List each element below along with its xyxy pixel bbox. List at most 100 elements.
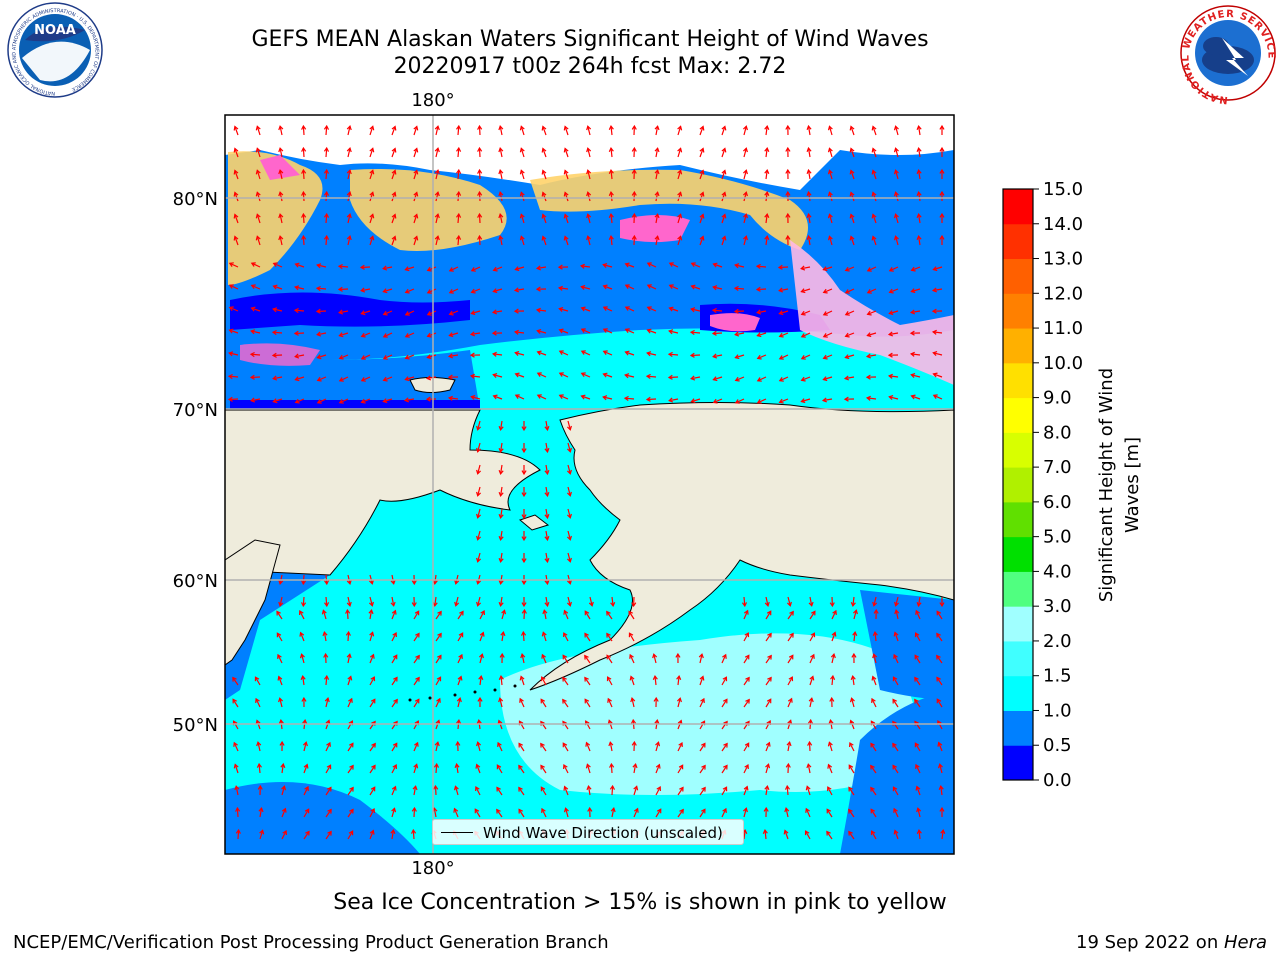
wind-wave-arrow [936, 633, 943, 642]
wind-wave-arrowhead [679, 808, 684, 814]
wind-wave-arrow [405, 288, 415, 293]
wind-wave-arrowhead [304, 808, 310, 814]
wind-wave-arrowhead [888, 310, 894, 316]
wind-wave-arrow [237, 829, 240, 840]
wind-wave-arrowhead [631, 146, 637, 152]
wind-wave-arrow [743, 170, 747, 180]
wind-wave-arrow [807, 236, 811, 246]
wind-wave-arrow [405, 354, 415, 359]
wind-wave-arrow [765, 126, 768, 136]
wind-wave-arrow [405, 310, 415, 316]
wind-wave-arrowhead [654, 718, 660, 725]
colorbar-segment [1003, 328, 1033, 364]
wind-wave-arrowhead [411, 580, 417, 586]
wind-wave-arrowhead [391, 807, 397, 813]
wind-wave-arrow [911, 353, 921, 356]
wind-wave-arrow [347, 765, 354, 774]
wind-wave-arrowhead [299, 631, 305, 637]
wind-wave-arrowhead [584, 654, 589, 660]
wind-wave-arrowhead [235, 828, 241, 834]
wind-wave-arrowhead [519, 169, 525, 175]
wind-wave-arrow [457, 235, 460, 246]
wind-wave-arrow [828, 148, 833, 158]
wind-wave-arrow [889, 310, 899, 315]
wind-wave-arrowhead [712, 353, 718, 359]
wind-wave-arrow [427, 376, 437, 379]
wind-wave-arrowhead [892, 676, 898, 682]
wind-wave-arrow [453, 808, 459, 818]
wind-wave-arrow [540, 743, 547, 752]
wind-wave-arrowhead [496, 786, 501, 792]
wind-wave-arrowhead [721, 191, 727, 197]
wind-wave-arrowhead [563, 632, 568, 638]
wind-wave-arrow [347, 698, 353, 708]
wind-wave-arrowhead [278, 697, 284, 703]
wind-wave-arrowhead [764, 784, 770, 791]
wind-wave-arrowhead [893, 235, 899, 241]
wind-wave-arrowhead [414, 698, 420, 704]
wind-wave-arrowhead [764, 168, 770, 174]
wind-wave-arrow [477, 442, 481, 452]
wind-wave-arrowhead [411, 806, 417, 812]
wind-wave-arrow [235, 786, 239, 796]
wind-wave-arrowhead [278, 169, 284, 175]
wind-wave-arrowhead [844, 266, 850, 272]
wind-wave-arrow [251, 330, 261, 334]
wind-wave-arrowhead [610, 602, 616, 608]
wind-wave-arrow [457, 676, 462, 686]
wind-wave-arrow [474, 808, 481, 818]
wind-wave-arrowhead [778, 355, 784, 360]
wind-wave-arrow [699, 214, 704, 224]
wind-wave-arrowhead [652, 674, 658, 680]
wind-wave-arrowhead [602, 263, 608, 269]
wind-wave-arrowhead [411, 602, 417, 608]
ice-pink-1 [260, 155, 300, 180]
wind-wave-arrowhead [233, 191, 239, 197]
wind-wave-arrowhead [278, 718, 284, 724]
wind-wave-arrowhead [563, 169, 569, 175]
wind-wave-arrow [294, 332, 305, 335]
wind-wave-arrowhead [414, 610, 420, 616]
wind-wave-arrowhead [830, 674, 836, 680]
wind-wave-arrow [721, 654, 727, 664]
wind-wave-arrow [625, 351, 635, 356]
wind-wave-arrowhead [654, 169, 660, 175]
colorbar-segment [1003, 675, 1033, 711]
wind-wave-arrow [918, 126, 921, 136]
wind-wave-arrow [317, 398, 327, 404]
wind-wave-arrowhead [368, 601, 374, 607]
wind-wave-arrow [391, 214, 396, 224]
wind-wave-arrow [895, 236, 899, 246]
colorbar-tick-label: 0.5 [1043, 735, 1072, 756]
wind-wave-arrowhead [391, 235, 397, 241]
wind-wave-arrowhead [826, 808, 832, 814]
footer-date-text: 19 Sep 2022 on [1076, 932, 1224, 953]
wind-wave-arrow [831, 675, 834, 686]
wind-wave-arrowhead [301, 168, 307, 174]
wind-wave-arrowhead [734, 399, 740, 404]
wind-wave-arrow [853, 610, 857, 620]
wind-wave-arrowhead [518, 808, 523, 814]
wind-wave-arrowhead [369, 125, 375, 131]
wind-wave-arrowhead [476, 469, 482, 475]
wind-wave-arrowhead [558, 394, 564, 400]
wind-wave-arrow [405, 332, 415, 338]
wind-wave-arrow [677, 214, 682, 224]
wind-wave-arrowhead [844, 332, 850, 338]
wind-wave-arrow [562, 742, 569, 752]
wind-wave-arrowhead [404, 354, 410, 360]
wind-wave-arrow [765, 633, 772, 642]
wind-wave-arrowhead [936, 632, 941, 638]
wind-wave-arrowhead [349, 742, 354, 748]
wind-wave-arrow [545, 464, 549, 474]
wind-wave-arrowhead [338, 377, 344, 382]
wind-wave-arrowhead [228, 351, 234, 357]
wind-wave-arrowhead [916, 807, 922, 813]
colorbar-segment [1003, 223, 1033, 260]
wind-wave-arrow [449, 266, 459, 272]
wind-wave-arrowhead [477, 234, 483, 240]
wind-wave-arrowhead [436, 676, 442, 682]
wind-wave-arrow [721, 126, 726, 136]
wind-wave-arrowhead [255, 169, 261, 175]
